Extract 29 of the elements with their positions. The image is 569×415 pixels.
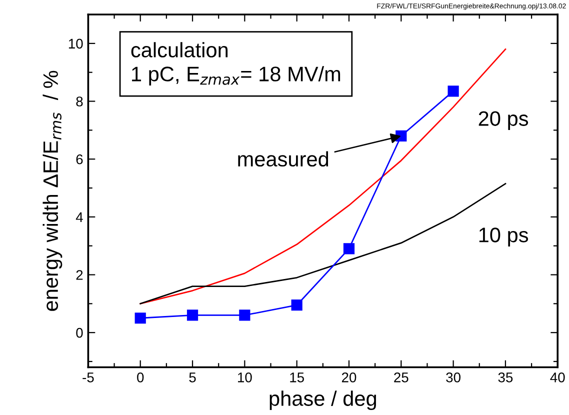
y-tick-label: 2 [76,270,83,280]
line-series [140,182,506,304]
point [239,310,250,321]
x-tick-label: 40 [550,372,565,382]
x-tick-label: 20 [342,372,356,382]
annotation: calculation 1 pC, E$_{zmax}$= 18 MV/m [131,42,340,86]
annotation: 10 ps [479,228,528,246]
x-tick-label: 10 [238,372,252,382]
point [448,86,459,97]
y-tick-label: 6 [76,154,83,164]
y-tick-label: 0 [76,328,83,338]
x-tick-label: 30 [446,372,460,382]
x-tick-label: -5 [82,372,94,382]
x-tick-label: 15 [290,372,304,382]
x-tick-label: 25 [394,372,408,382]
x-tick-label: 35 [498,372,513,382]
y-axis-title: energy width ΔE/E$_{rms}$ / % [42,70,62,311]
point [134,312,146,324]
y-tick-label: 8 [76,96,83,106]
x-axis-title: phase / deg [270,390,376,410]
point [291,300,302,311]
y-tick-label: 10 [68,38,83,49]
x-tick-label: 0 [137,372,144,382]
y-tick-label: 4 [76,212,83,222]
annotation: 20 ps [478,111,528,130]
x-tick-label: 5 [189,372,196,382]
point [186,310,198,321]
annotation: measured [238,151,328,167]
point [343,243,355,254]
